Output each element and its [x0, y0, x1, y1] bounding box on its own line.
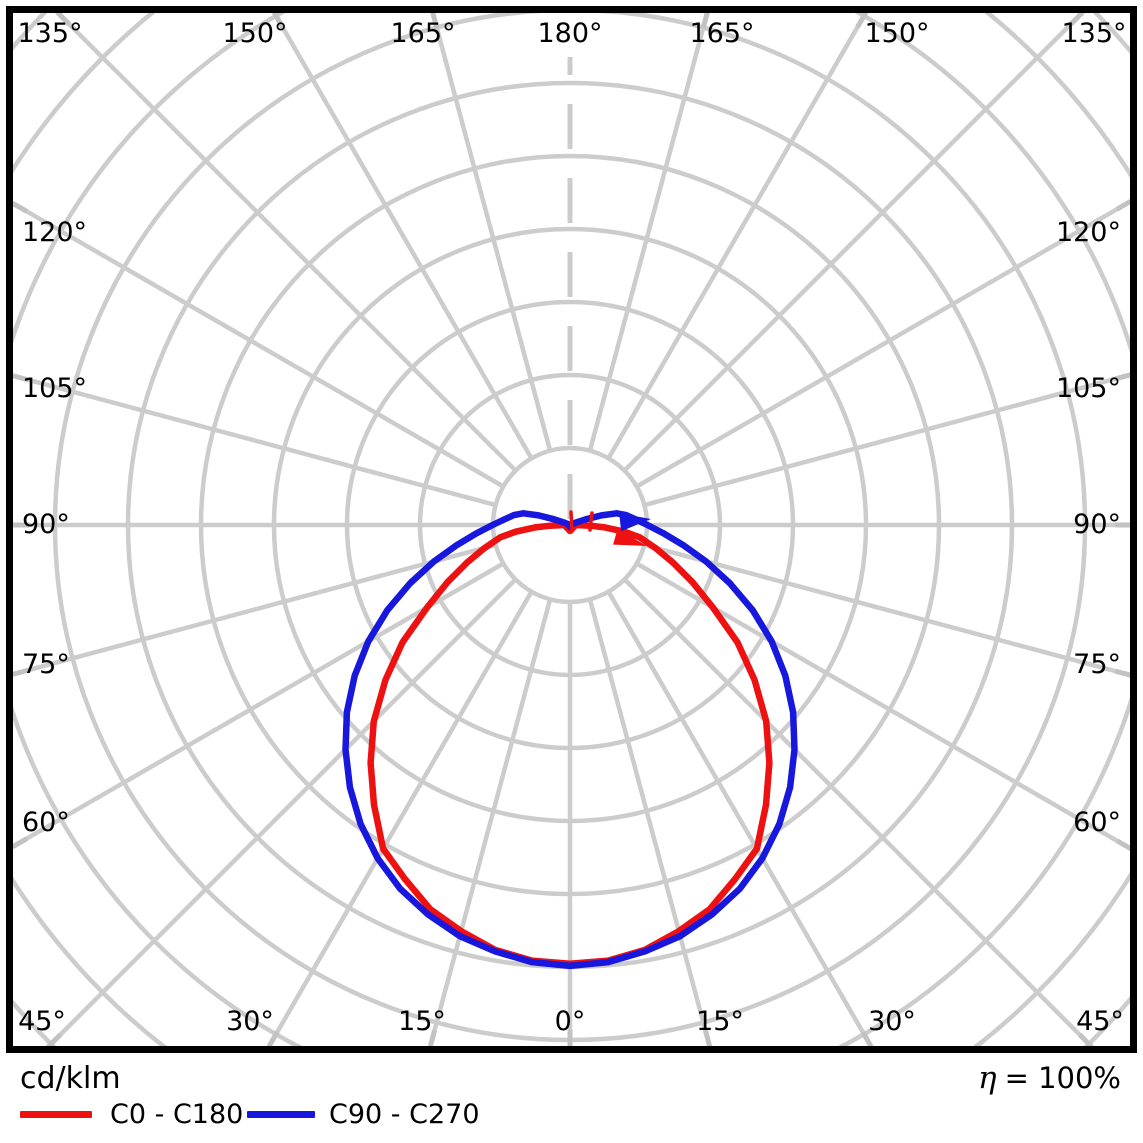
angle-label-bottom-15-right: 15°	[696, 1006, 744, 1037]
angle-label-bottom-45-left: 45°	[18, 1006, 66, 1037]
grid-spoke	[587, 13, 710, 452]
border-tick	[427, 1029, 437, 1047]
curve-direction-arrow	[613, 529, 647, 546]
efficiency-readout: η = 100%	[978, 1060, 1121, 1096]
angle-label-top-150-right: 150°	[864, 18, 930, 49]
angle-label-left-60: 60°	[22, 807, 70, 838]
grid-spoke	[266, 590, 534, 1046]
border-tick	[1077, 1032, 1093, 1048]
grid-spoke	[13, 561, 505, 850]
grid-spoke	[622, 577, 1095, 1046]
angle-label-left-90: 90°	[22, 509, 70, 540]
border-tick	[12, 373, 30, 383]
angle-label-bottom-45-right: 45°	[1076, 1006, 1124, 1037]
angle-label-right-75: 75°	[1073, 649, 1121, 680]
curve-data-spike	[569, 510, 574, 533]
border-tick	[855, 11, 868, 29]
grid-spoke	[587, 598, 712, 1046]
border-tick	[1114, 668, 1132, 678]
border-tick	[47, 1032, 63, 1048]
legend-item-c0-c180: C0 - C180	[20, 1099, 243, 1130]
angle-label-top-180: 180°	[537, 18, 603, 49]
grid-spoke	[643, 542, 1131, 678]
border-tick	[1068, 11, 1084, 27]
angle-label-right-60: 60°	[1073, 807, 1121, 838]
border-tick	[272, 11, 285, 29]
grid-spoke	[606, 13, 869, 460]
angle-label-bottom-15-left: 15°	[398, 1006, 446, 1037]
eta-value: = 100%	[1004, 1061, 1121, 1095]
angle-label-top-135-left: 135°	[17, 18, 83, 49]
eta-symbol: η	[977, 1060, 997, 1096]
angle-label-top-135-right: 135°	[1061, 18, 1127, 49]
grid-spoke	[13, 373, 497, 508]
grid-spoke	[428, 598, 553, 1046]
angle-label-left-105: 105°	[22, 373, 88, 404]
grid-spoke	[45, 577, 518, 1046]
angle-label-right-120: 120°	[1055, 217, 1121, 248]
border-tick	[11, 201, 29, 214]
angle-label-top-165-right: 165°	[689, 18, 755, 49]
grid-spoke	[606, 590, 874, 1046]
grid-spoke	[635, 198, 1131, 489]
angle-label-top-165-left: 165°	[390, 18, 456, 49]
grid-spoke	[271, 13, 534, 460]
intensity-curves	[342, 510, 798, 970]
border-tick	[11, 836, 29, 849]
legend-item-c90-c270: C90 - C270	[247, 1099, 480, 1130]
border-tick	[12, 667, 30, 677]
border-tick	[430, 12, 440, 30]
curve-direction-arrow	[619, 513, 651, 532]
grid-spoke	[643, 372, 1131, 508]
angle-label-bottom-30-left: 30°	[226, 1006, 274, 1037]
angle-label-right-90: 90°	[1073, 509, 1121, 540]
angle-label-left-75: 75°	[22, 649, 70, 680]
border-tick	[1115, 198, 1133, 212]
units-label: cd/klm	[20, 1061, 121, 1096]
grid-spoke	[13, 200, 505, 489]
border-tick	[700, 12, 710, 30]
border-tick	[267, 1030, 280, 1048]
border-tick	[1115, 838, 1133, 852]
angle-label-right-105: 105°	[1055, 373, 1121, 404]
angle-label-bottom-30-right: 30°	[868, 1006, 916, 1037]
border-tick	[56, 11, 72, 27]
angle-label-bottom-0: 0°	[554, 1006, 586, 1037]
border-tick	[703, 1029, 713, 1047]
grid-spoke	[622, 13, 1086, 473]
grid-spoke	[635, 561, 1131, 852]
grid-spoke	[430, 13, 553, 452]
grid-spoke	[13, 542, 497, 677]
legend-line-red	[20, 1111, 92, 1118]
curve-c90-c270	[342, 510, 798, 970]
grid-spoke	[54, 13, 518, 473]
legend-label-c0-c180: C0 - C180	[110, 1099, 244, 1130]
angle-label-left-120: 120°	[22, 217, 88, 248]
chart-border	[6, 6, 1137, 1053]
border-tick	[1114, 372, 1132, 382]
curve-data-spike	[588, 511, 594, 532]
angle-label-top-150-left: 150°	[222, 18, 288, 49]
legend-label-c90-c270: C90 - C270	[329, 1099, 480, 1130]
border-tick	[860, 1030, 873, 1048]
legend-line-blue	[247, 1111, 315, 1118]
